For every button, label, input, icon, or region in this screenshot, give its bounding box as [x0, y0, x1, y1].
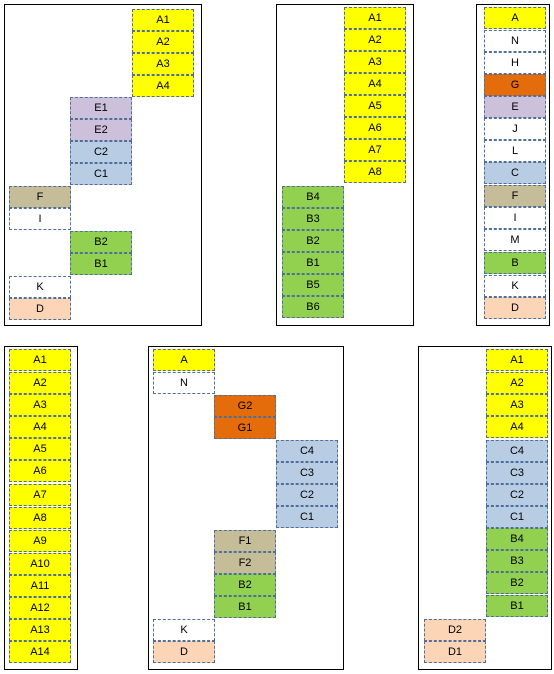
- block-a8: A8: [344, 161, 406, 183]
- block-a2: A2: [344, 29, 406, 51]
- block-a4: A4: [132, 75, 194, 97]
- block-a5: A5: [344, 95, 406, 117]
- block-b3: B3: [282, 208, 344, 230]
- block-a5: A5: [9, 438, 71, 460]
- block-b: B: [484, 252, 546, 274]
- block-c2: C2: [70, 141, 132, 163]
- block-c1: C1: [486, 506, 548, 528]
- block-f: F: [484, 185, 546, 207]
- block-a4: A4: [9, 416, 71, 438]
- block-b3: B3: [486, 550, 548, 572]
- block-a11: A11: [9, 575, 71, 597]
- block-l: L: [484, 140, 546, 162]
- block-a2: A2: [132, 31, 194, 53]
- block-a3: A3: [486, 394, 548, 416]
- block-b1: B1: [214, 596, 276, 618]
- block-b1: B1: [282, 252, 344, 274]
- block-b1: B1: [70, 253, 132, 275]
- block-d2: D2: [424, 619, 486, 641]
- block-a2: A2: [9, 372, 71, 394]
- block-a3: A3: [132, 53, 194, 75]
- block-d: D: [153, 641, 215, 663]
- block-a7: A7: [9, 484, 71, 506]
- block-b1: B1: [486, 595, 548, 617]
- block-a4: A4: [344, 73, 406, 95]
- block-a7: A7: [344, 139, 406, 161]
- block-c4: C4: [486, 440, 548, 462]
- block-e1: E1: [70, 97, 132, 119]
- block-b2: B2: [282, 230, 344, 252]
- block-c: C: [484, 162, 546, 184]
- block-a1: A1: [344, 7, 406, 29]
- block-b2: B2: [214, 574, 276, 596]
- block-b4: B4: [282, 186, 344, 208]
- block-a14: A14: [9, 641, 71, 663]
- block-a6: A6: [344, 117, 406, 139]
- block-c2: C2: [486, 484, 548, 506]
- block-k: K: [9, 276, 71, 298]
- block-j: J: [484, 118, 546, 140]
- block-c3: C3: [276, 462, 338, 484]
- block-d: D: [9, 298, 71, 320]
- block-a: A: [153, 349, 215, 371]
- block-a1: A1: [486, 349, 548, 371]
- block-d1: D1: [424, 641, 486, 663]
- block-e: E: [484, 96, 546, 118]
- block-a6: A6: [9, 460, 71, 482]
- block-k: K: [153, 619, 215, 641]
- block-c1: C1: [70, 163, 132, 185]
- block-k: K: [484, 275, 546, 297]
- block-n: N: [484, 30, 546, 52]
- block-f2: F2: [214, 552, 276, 574]
- block-c2: C2: [276, 484, 338, 506]
- block-i: I: [484, 207, 546, 229]
- block-b2: B2: [70, 231, 132, 253]
- block-h: H: [484, 52, 546, 74]
- block-a9: A9: [9, 530, 71, 552]
- block-n: N: [153, 372, 215, 394]
- block-g1: G1: [214, 417, 276, 439]
- block-m: M: [484, 229, 546, 251]
- block-i: I: [9, 208, 71, 230]
- block-a: A: [484, 7, 546, 29]
- block-f: F: [9, 186, 71, 208]
- block-a4: A4: [486, 416, 548, 438]
- block-d: D: [484, 297, 546, 319]
- block-a3: A3: [344, 51, 406, 73]
- block-g2: G2: [214, 395, 276, 417]
- block-a1: A1: [132, 9, 194, 31]
- block-g: G: [484, 74, 546, 96]
- block-a8: A8: [9, 507, 71, 529]
- block-b2: B2: [486, 572, 548, 594]
- block-a3: A3: [9, 394, 71, 416]
- block-a1: A1: [9, 349, 71, 371]
- block-b5: B5: [282, 274, 344, 296]
- block-a10: A10: [9, 553, 71, 575]
- block-f1: F1: [214, 530, 276, 552]
- block-a12: A12: [9, 597, 71, 619]
- block-a2: A2: [486, 372, 548, 394]
- block-c1: C1: [276, 506, 338, 528]
- block-e2: E2: [70, 119, 132, 141]
- block-b4: B4: [486, 528, 548, 550]
- block-c3: C3: [486, 462, 548, 484]
- block-b6: B6: [282, 296, 344, 318]
- block-a13: A13: [9, 619, 71, 641]
- block-c4: C4: [276, 440, 338, 462]
